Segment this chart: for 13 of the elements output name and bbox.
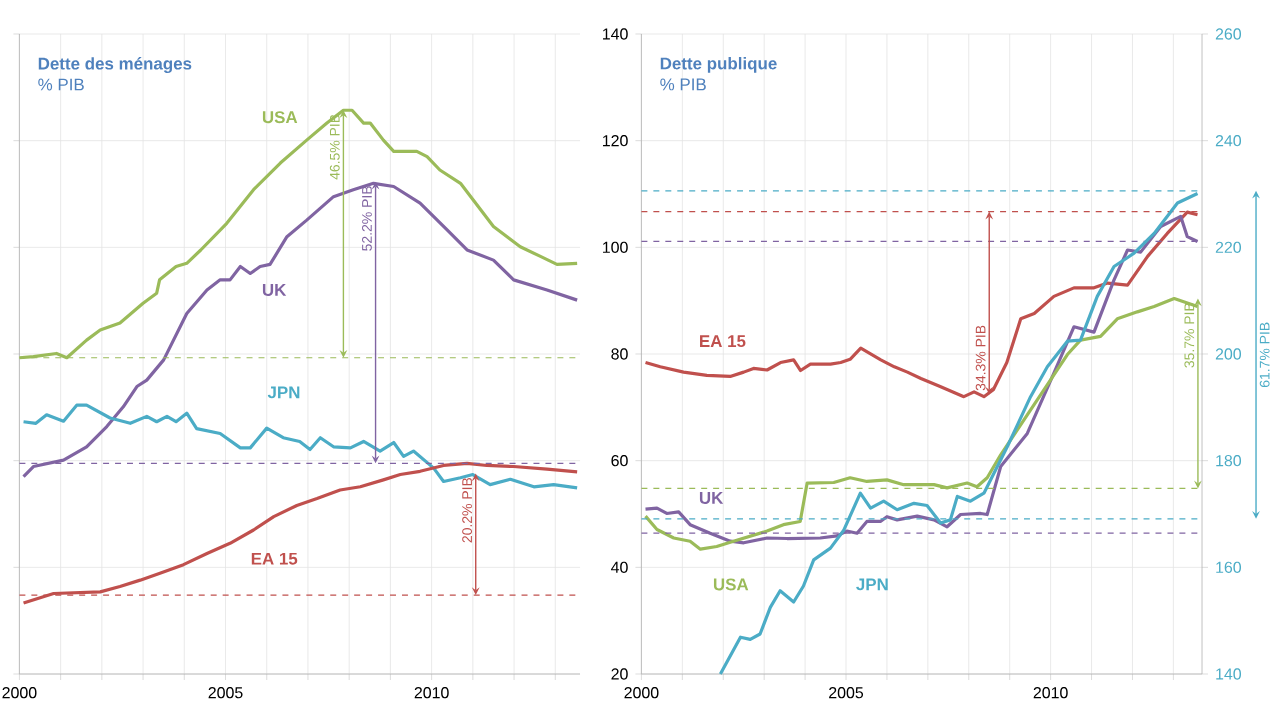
series-label: EA 15 — [700, 335, 746, 348]
text: Dette publique — [660, 57, 777, 73]
series-label: EA 15 — [251, 552, 298, 565]
series-label: UK — [262, 284, 287, 296]
text: JPN — [856, 578, 888, 591]
series-label: UK — [699, 492, 724, 504]
series-label: USA — [713, 578, 749, 591]
text: Dette des ménages — [38, 57, 192, 74]
line-series — [643, 210, 1200, 399]
text: % PIB — [38, 78, 84, 91]
series-label: JPN — [267, 386, 300, 399]
text: % PIB — [660, 78, 706, 91]
series-label: USA — [262, 111, 298, 124]
